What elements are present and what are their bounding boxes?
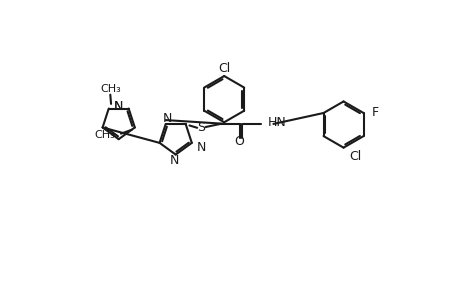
Text: HN: HN <box>267 116 285 129</box>
Text: Cl: Cl <box>218 62 230 75</box>
Text: F: F <box>370 106 378 119</box>
Text: Cl: Cl <box>349 150 361 164</box>
Text: N: N <box>113 100 123 113</box>
Text: N: N <box>162 112 172 125</box>
Text: O: O <box>234 135 244 148</box>
Text: CH₃: CH₃ <box>94 130 115 140</box>
Text: N: N <box>169 154 179 167</box>
Text: S: S <box>196 121 205 134</box>
Text: N: N <box>114 100 123 113</box>
Text: N: N <box>196 141 205 154</box>
Text: CH₃: CH₃ <box>100 84 120 94</box>
